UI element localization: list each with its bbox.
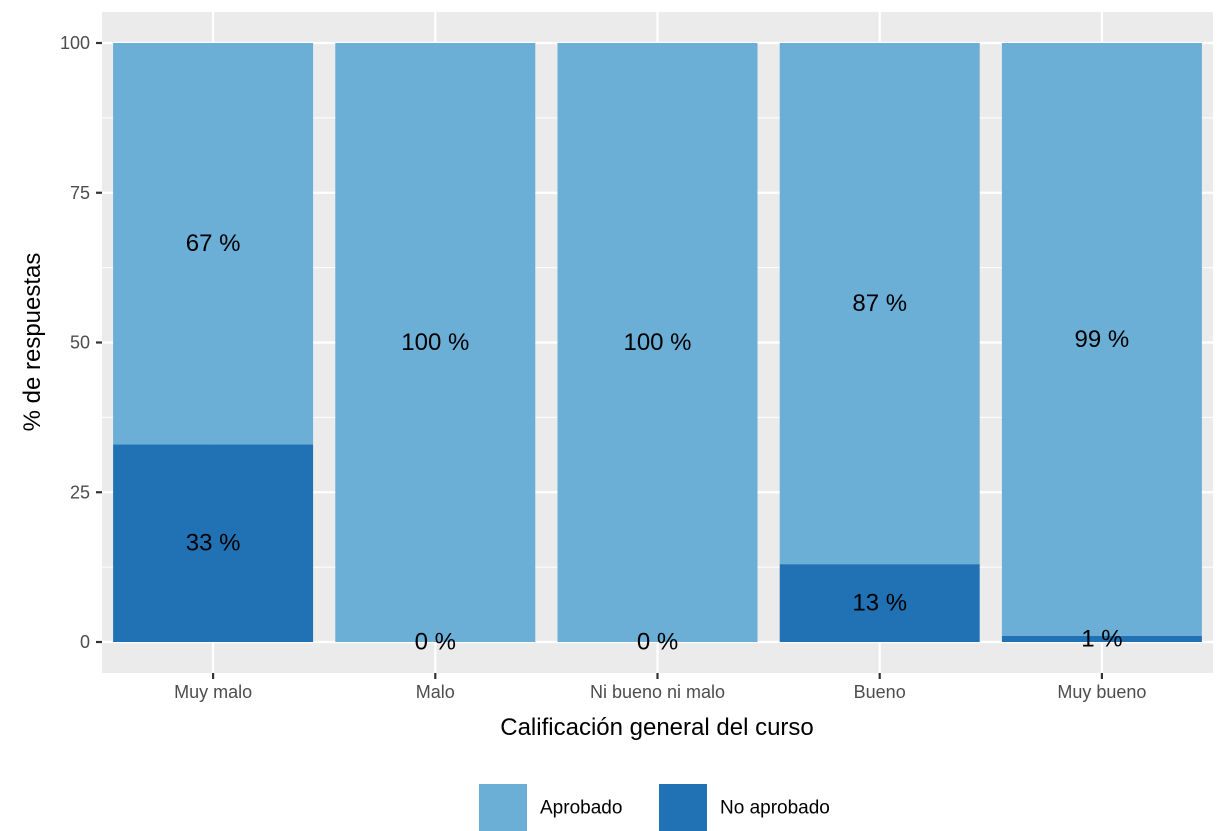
data-label-no-aprobado: 33 % [186,530,241,557]
y-tick-label: 75 [70,183,90,203]
x-tick-label: Malo [416,682,455,702]
bar-no-aprobado [779,564,980,642]
y-axis-title: % de respuestas [19,253,46,432]
x-tick-label: Bueno [854,682,906,702]
y-tick-label: 100 [60,33,90,53]
x-axis-title: Calificación general del curso [500,714,814,741]
y-axis: 0 25 50 75 100 [60,33,102,652]
data-label-no-aprobado: 13 % [852,590,907,617]
data-label-aprobado: 87 % [852,290,907,317]
bar-no-aprobado [113,444,314,642]
bar-aprobado [1001,43,1202,637]
x-tick-label: Muy bueno [1057,682,1146,702]
x-axis: Muy malo Malo Ni bueno ni malo Bueno Muy bue… [174,673,1146,702]
bars [113,43,1202,642]
legend-label-aprobado: Aprobado [540,798,622,819]
data-label-no-aprobado: 0 % [415,629,456,656]
data-label-no-aprobado: 1 % [1081,626,1122,653]
data-label-aprobado: 99 % [1075,326,1130,353]
y-tick-label: 25 [70,482,90,502]
x-tick-label: Muy malo [174,682,252,702]
y-tick-label: 0 [80,632,90,652]
legend-key-aprobado [479,784,527,831]
legend-label-no-aprobado: No aprobado [720,798,830,819]
bar-no-aprobado [1001,636,1202,642]
data-label-aprobado: 67 % [186,230,241,257]
data-label-aprobado: 100 % [401,329,469,356]
bar-labels: 33 % 67 % 0 % 100 % 0 % 100 % 13 % 87 % 1 % 99 % [186,230,1130,655]
x-tick-label: Ni bueno ni malo [590,682,725,702]
bar-aprobado [335,43,536,642]
data-label-no-aprobado: 0 % [637,629,678,656]
bar-aprobado [557,43,758,642]
data-label-aprobado: 100 % [623,329,691,356]
legend-key-no-aprobado [659,784,707,831]
bar-aprobado [113,43,314,445]
legend: Aprobado No aprobado [479,784,830,831]
y-tick-label: 50 [70,333,90,353]
bar-aprobado [779,43,980,565]
